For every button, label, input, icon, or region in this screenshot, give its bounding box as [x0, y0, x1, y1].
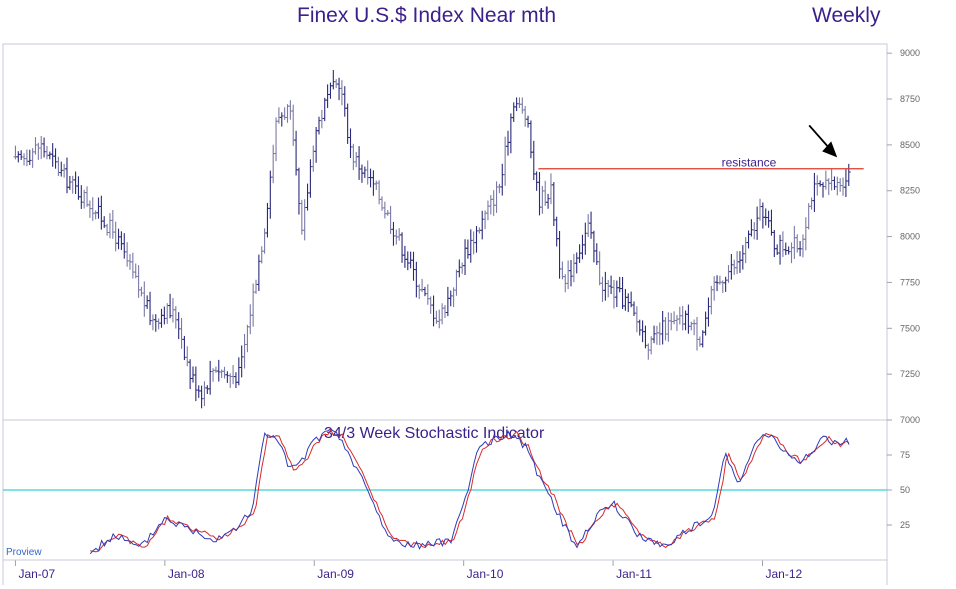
- stochastic-d-line: [90, 428, 850, 553]
- xtick-label: Jan-09: [317, 567, 354, 581]
- stochastic-y-axis: 25 50 75: [887, 450, 910, 530]
- price-ytick-label: 7000: [900, 415, 920, 425]
- price-ytick-label: 7750: [900, 277, 920, 287]
- stoch-ytick-label: 75: [900, 450, 910, 460]
- xtick-label: Jan-11: [616, 567, 652, 581]
- resistance-label: resistance: [722, 156, 777, 170]
- xtick-label: Jan-10: [467, 567, 504, 581]
- price-ytick-label: 8250: [900, 186, 920, 196]
- chart-title: Finex U.S.$ Index Near mth: [297, 4, 556, 27]
- price-ytick-label: 9000: [900, 48, 920, 58]
- price-y-axis: 7000 7250 7500 7750 8000 8250 8500 8750 9000: [887, 48, 920, 425]
- stochastic-k-line: [89, 428, 850, 555]
- price-bars: [13, 69, 851, 409]
- stochastic-title: 34/3 Week Stochastic Indicator: [324, 425, 545, 442]
- x-axis: Jan-07 Jan-08 Jan-09 Jan-10 Jan-11 Jan-12: [3, 559, 887, 581]
- price-ytick-label: 8750: [900, 94, 920, 104]
- period-label: Weekly: [812, 4, 881, 27]
- xtick-label: Jan-12: [765, 567, 802, 581]
- price-ytick-label: 7250: [900, 369, 920, 379]
- xtick-label: Jan-07: [18, 567, 55, 581]
- xtick-label: Jan-08: [168, 567, 205, 581]
- stoch-ytick-label: 50: [900, 485, 910, 495]
- price-ytick-label: 8000: [900, 232, 920, 242]
- branding-label: Proview: [6, 547, 42, 558]
- price-ytick-label: 7500: [900, 323, 920, 333]
- price-ytick-label: 8500: [900, 140, 920, 150]
- stoch-ytick-label: 25: [900, 520, 910, 530]
- arrow-head: [822, 141, 838, 158]
- resistance-group: resistance: [538, 156, 864, 170]
- arrow-annotation: [808, 124, 838, 158]
